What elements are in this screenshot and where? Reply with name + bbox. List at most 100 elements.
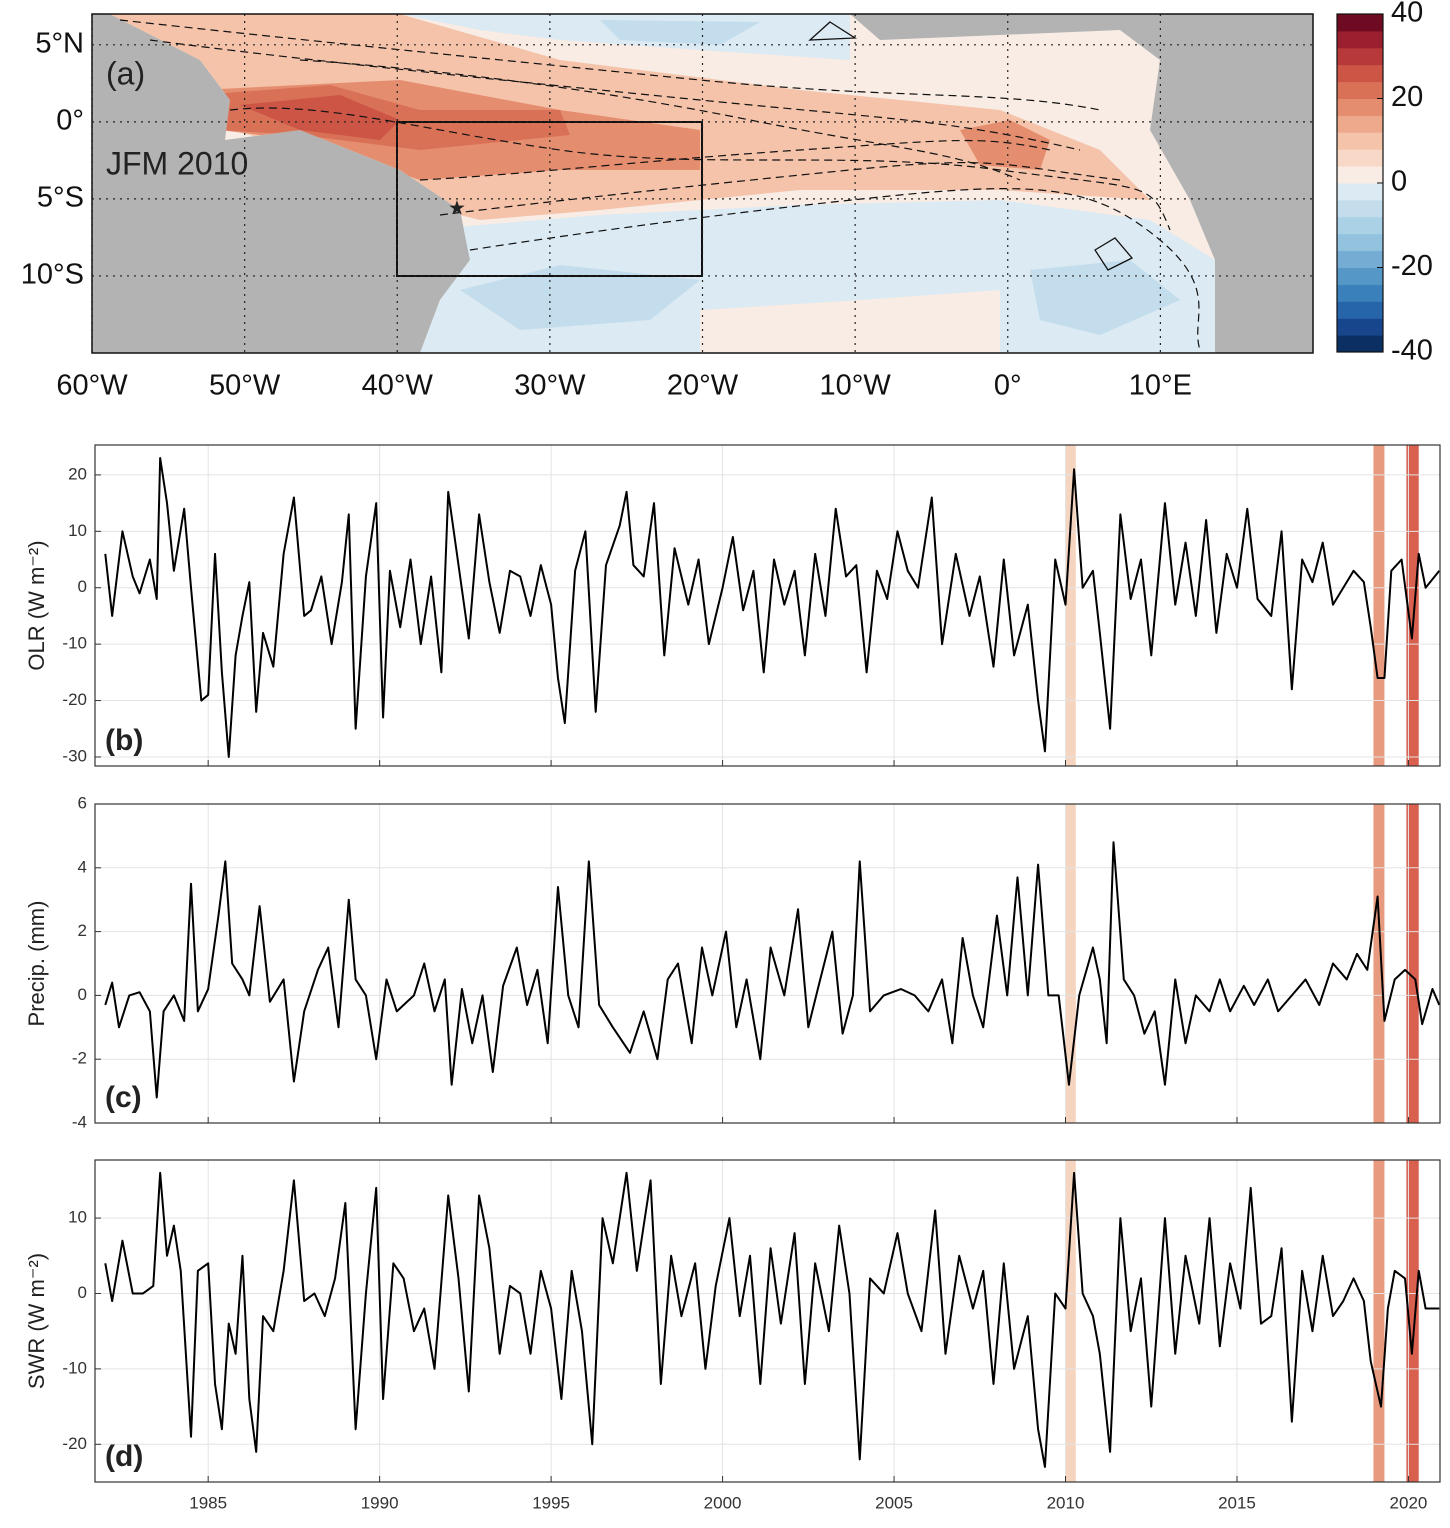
x-tick-label: 10°E [1129,370,1192,402]
panel-label: (a) [106,55,145,91]
highlight-band [1065,445,1076,766]
series-line [104,1171,1440,1468]
y-tick-label: 0 [78,985,87,1004]
colorbar-band [1337,149,1383,167]
colorbar-tick-label: 0 [1391,166,1407,198]
y-tick-label: 0° [56,105,84,137]
x-tick-label: 2000 [704,1493,742,1512]
colorbar-band [1337,183,1383,201]
highlight-band [1373,445,1385,766]
x-tick-label: 50°W [209,370,281,402]
panel-label: (c) [105,1081,142,1114]
x-tick-label: 0° [994,370,1022,402]
contour [439,161,1121,216]
colorbar-band [1337,64,1383,83]
panel-label: (b) [105,724,143,757]
y-tick-label: 20 [68,464,87,483]
plot-frame [94,803,1441,1124]
y-tick-label: 0 [78,1283,87,1302]
contour [808,21,858,41]
negative-anomaly [460,265,700,330]
y-tick-label: 5°S [37,182,84,214]
y-tick-label: 6 [78,793,87,812]
y-tick-label: -20 [62,690,87,709]
x-tick-label: 10°W [820,370,892,402]
contour [149,39,1081,151]
positive-anomaly [240,95,400,140]
colorbar-band [1337,233,1383,252]
highlight-band [1373,804,1385,1123]
x-tick-label: 2020 [1390,1493,1428,1512]
wind-contours [119,19,1201,351]
y-tick-label: -10 [62,634,87,653]
x-tick-label: 20°W [667,370,739,402]
y-tick-label: 2 [78,921,87,940]
colorbar-band [1337,267,1383,285]
highlight-band [1406,804,1419,1123]
contour [119,19,1101,111]
colorbar-tick-label: -40 [1391,335,1433,367]
contour [229,107,1171,231]
y-axis-label: SWR (W m⁻²) [24,1253,49,1389]
y-tick-label: 0 [78,577,87,596]
x-tick-label: 40°W [362,370,434,402]
contour [299,59,1021,181]
highlight-band [1406,445,1419,766]
x-tick-label: 30°W [514,370,586,402]
y-tick-label: -30 [62,746,87,765]
x-tick-label: 2005 [875,1493,913,1512]
y-tick-label: -10 [62,1358,87,1377]
contour [469,188,1201,351]
colorbar-band [1337,166,1383,184]
colorbar-tick-label: -20 [1391,250,1433,282]
y-tick-label: -20 [62,1434,87,1453]
x-tick-label: 2010 [1047,1493,1085,1512]
x-tick-label: 1995 [532,1493,570,1512]
x-tick-label: 2015 [1218,1493,1256,1512]
x-tick-label: 60°W [56,370,128,402]
contour [1094,237,1134,271]
colorbar-band [1337,216,1383,235]
y-axis-label: Precip. (mm) [24,901,49,1027]
colorbar-band [1337,318,1383,336]
colorbar-tick-label: 40 [1391,0,1423,29]
y-tick-label: -2 [72,1049,87,1068]
x-tick-label: 1985 [189,1493,227,1512]
highlight-band [1065,804,1076,1123]
highlight-band [1065,1160,1076,1482]
colorbar-band [1337,284,1383,302]
y-tick-label: 4 [78,857,87,876]
map-background: ★ [92,14,1313,353]
colorbar-band [1337,132,1383,150]
annotation: JFM 2010 [106,145,248,181]
contour [419,139,1051,181]
colorbar-band [1337,335,1383,353]
station-star: ★ [448,197,466,219]
negative-anomaly [1030,260,1180,335]
plot-frame [94,444,1441,767]
colorbar-band [1337,250,1383,268]
colorbar-band [1337,30,1383,49]
colorbar-tick-label: 20 [1391,81,1423,113]
colorbar-band [1337,98,1383,116]
plot-frame [94,1159,1441,1483]
series-line [104,841,1441,1099]
colorbar-band [1337,81,1383,99]
series-line [104,456,1441,758]
y-tick-label: -4 [72,1112,87,1131]
neutral-anomaly [700,290,1000,353]
colorbar-band [1337,47,1383,66]
y-tick-label: 5°N [35,27,84,59]
x-tick-label: 1990 [361,1493,399,1512]
negative-anomaly [600,20,760,45]
y-axis-label: OLR (W m⁻²) [24,540,49,670]
highlight-band [1373,1160,1385,1482]
y-tick-label: 10°S [21,259,84,291]
colorbar-band [1337,199,1383,218]
highlight-band [1406,1160,1419,1482]
y-tick-label: 10 [68,521,87,540]
panel-label: (d) [105,1440,143,1473]
colorbar-band [1337,301,1383,319]
